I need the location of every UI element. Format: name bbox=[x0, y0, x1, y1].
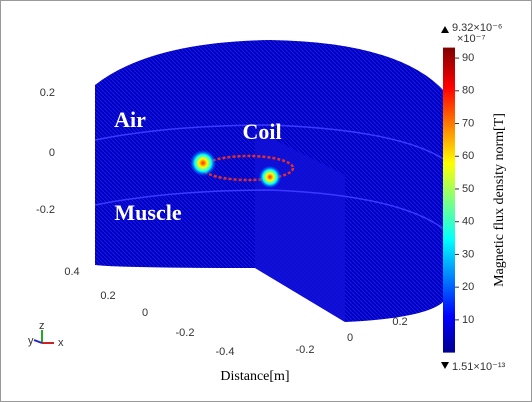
colorbar-tick-label: 90 bbox=[462, 52, 474, 64]
colorbar-tick-label: 10 bbox=[462, 314, 474, 326]
x-tick-label: -0.4 bbox=[216, 346, 235, 358]
colorbar-tick-label: 30 bbox=[462, 248, 474, 260]
colorbar-tick-label: 40 bbox=[462, 216, 474, 228]
z-tick-label: 0.2 bbox=[40, 87, 55, 99]
triad-label: x bbox=[58, 337, 64, 349]
chart: 9.32×10⁻⁶ ×10⁻⁷ 1.51×10⁻¹³ Magnetic flux… bbox=[0, 0, 532, 402]
triad-label: y bbox=[28, 335, 34, 347]
colorbar-label: Magnetic flux density norm[T] bbox=[492, 113, 507, 287]
x-tick-label: 0.2 bbox=[100, 290, 115, 302]
colorbar-tick-label: 20 bbox=[462, 281, 474, 293]
y-tick-label: -0.2 bbox=[296, 344, 315, 356]
triad-label: z bbox=[39, 320, 45, 332]
colorbar-tick-label: 70 bbox=[462, 117, 474, 129]
colorbar-min: 1.51×10⁻¹³ bbox=[452, 361, 506, 373]
y-tick-label: 0 bbox=[347, 332, 353, 344]
colorbar-multiplier: ×10⁻⁷ bbox=[457, 33, 485, 45]
region-label: Muscle bbox=[114, 200, 181, 225]
x-tick-label: 0 bbox=[142, 307, 148, 319]
region-label: Air bbox=[114, 107, 146, 132]
x-axis-label: Distance[m] bbox=[220, 369, 289, 384]
y-tick-label: 0.2 bbox=[392, 316, 407, 328]
colorbar bbox=[443, 48, 455, 353]
z-tick-label: 0 bbox=[49, 147, 55, 159]
x-tick-label: 0.4 bbox=[64, 266, 79, 278]
z-tick-label: -0.2 bbox=[36, 204, 55, 216]
region-label: Coil bbox=[242, 119, 281, 144]
colorbar-tick-label: 50 bbox=[462, 183, 474, 195]
colorbar-tick-label: 80 bbox=[462, 85, 474, 97]
x-tick-label: -0.2 bbox=[176, 327, 195, 339]
colorbar-tick-label: 60 bbox=[462, 150, 474, 162]
